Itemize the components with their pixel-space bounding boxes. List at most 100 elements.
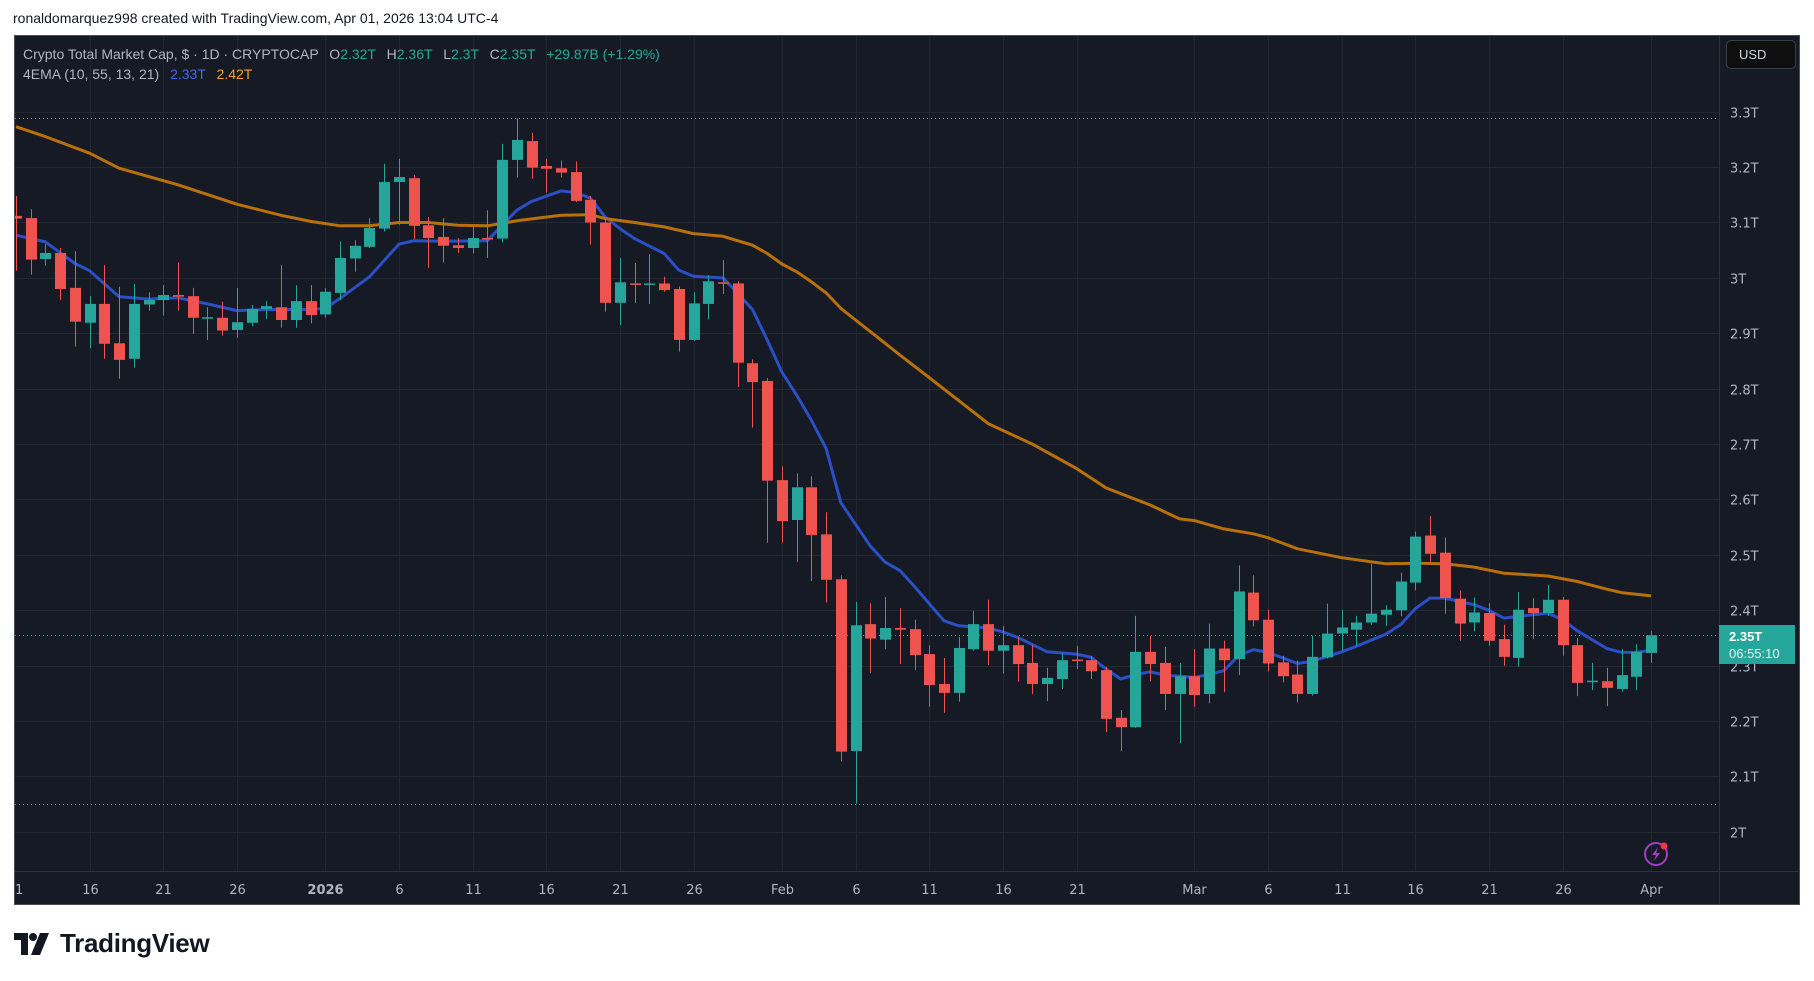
candle-body [806,487,817,535]
x-tick-label: 16 [995,883,1012,898]
candle [55,247,66,301]
candle-body [1072,659,1083,662]
candle [173,262,184,311]
candle-body [1101,670,1112,719]
candle [1602,667,1613,707]
candle [1042,667,1053,702]
x-tick-label: Apr [1640,883,1663,898]
candle-body [1160,662,1171,694]
candle-body [777,480,788,522]
candle-body [910,629,921,656]
candle-body [703,281,714,304]
x-tick-label: 16 [1407,883,1424,898]
candle [659,276,670,292]
candle-body [571,172,582,201]
candle [777,466,788,543]
candle-body [1057,660,1068,679]
candle [1337,609,1348,651]
candle [1617,649,1628,692]
candle [379,163,390,232]
y-tick-label: 2.2T [1730,716,1759,731]
candle-body [880,628,891,640]
indicator-legend-row[interactable]: 4EMA (10, 55, 13, 21) 2.33T 2.42T [23,64,660,84]
bar-countdown-label: 06:55:10 [1729,646,1780,661]
candle [99,265,110,359]
candle [939,657,950,713]
candle [453,238,464,253]
candle [630,262,641,303]
candle [482,210,493,258]
lightning-alert-icon[interactable] [1644,842,1668,866]
tradingview-logo[interactable]: TradingView [14,928,210,959]
candle-body [762,380,773,481]
candle-body [173,295,184,297]
candle [85,296,96,349]
x-tick-label: 2026 [307,883,343,898]
candle-body [1263,619,1274,664]
candle-body [40,252,51,260]
candle-body [202,317,213,319]
candle [1381,605,1392,626]
candle [1130,615,1141,728]
y-tick-label: 2.9T [1730,328,1759,343]
candle-body [851,625,862,752]
candle-body [409,178,420,226]
candle [291,285,302,328]
last-price-tag: 2.35T 06:55:10 [1719,625,1795,664]
candle-body [821,534,832,580]
x-tick-label: 26 [686,883,703,898]
time-axis[interactable]: 1 16 21 26 2026 6 11 16 21 26 Feb 6 11 16 21 Mar 6 11 16 21… [15,883,1663,898]
candle [1410,531,1421,591]
candle [703,275,714,320]
y-tick-label: 2.8T [1730,384,1759,399]
candle-body [1440,552,1451,599]
x-tick-label: 21 [1069,883,1086,898]
candle [1101,666,1112,733]
candle [1013,636,1024,682]
currency-button[interactable]: USD [1726,40,1796,69]
candle [1572,638,1583,697]
price-axis[interactable]: 3.3T 3.2T 3.1T 3T 2.9T 2.8T 2.7T 2.6T 2.5T 2.4T 2.… [1730,107,1759,842]
candle-body [792,487,803,520]
candle [733,281,744,388]
candle [512,118,523,178]
candle-body [1455,598,1466,624]
candle-body [276,307,287,321]
candle-body [217,317,228,331]
candle [821,512,832,603]
candle [1455,590,1466,641]
candle [261,301,272,319]
candle [364,218,375,248]
candle-body [865,624,876,639]
candle [689,292,700,342]
candle-body [99,303,110,344]
candle [954,636,965,702]
low-label: L [443,46,451,62]
candle [836,575,847,762]
candle-body [1027,662,1038,684]
candle [1351,615,1362,646]
candle-body [1587,680,1598,683]
candle-body [306,301,317,316]
symbol-title: Crypto Total Market Cap, $ · 1D · CRYPTO… [23,46,319,62]
candle [1204,623,1215,704]
symbol-legend-row[interactable]: Crypto Total Market Cap, $ · 1D · CRYPTO… [23,44,660,64]
candle-body [438,236,449,246]
candle-body [1204,648,1215,694]
candle-body [423,225,434,239]
candle-body [998,645,1009,651]
candle [1234,565,1245,676]
high-value: 2.36T [396,46,433,62]
candle-body [924,654,935,686]
candle [1440,537,1451,614]
logo-wordmark: TradingView [60,928,210,958]
candle-body [497,159,508,239]
candle-body [615,282,626,303]
candle-body [1145,651,1156,665]
candle [600,216,611,312]
candle [556,160,567,178]
chart-panel[interactable] [14,35,1800,905]
candle-body [1543,599,1554,614]
candle-body [1499,639,1510,657]
